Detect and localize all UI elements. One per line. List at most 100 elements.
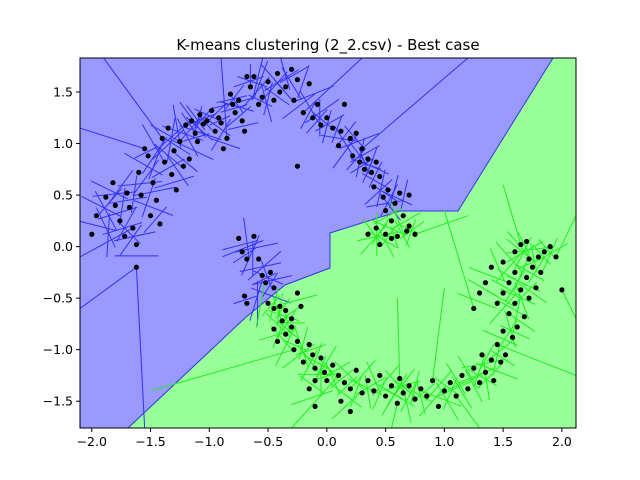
cell-edge — [491, 279, 521, 297]
data-point — [232, 110, 238, 116]
cell-edge — [504, 310, 517, 348]
data-point — [518, 241, 524, 248]
data-point — [312, 403, 318, 409]
data-point — [271, 285, 277, 291]
data-point — [183, 122, 189, 128]
cell-edge — [233, 295, 259, 305]
cell-edge — [506, 311, 536, 332]
data-point — [227, 91, 234, 97]
data-point — [533, 285, 539, 291]
data-point — [385, 187, 391, 193]
data-point — [435, 403, 442, 409]
data-point — [310, 352, 316, 358]
data-point — [406, 223, 412, 229]
data-point — [294, 77, 301, 83]
cell-edge — [410, 370, 420, 404]
data-point — [122, 233, 128, 239]
cell-edge — [334, 361, 367, 392]
data-point — [130, 225, 136, 231]
data-point — [359, 390, 365, 396]
data-point — [136, 169, 142, 176]
data-point — [335, 143, 342, 149]
data-point — [494, 300, 500, 306]
cell-edge — [252, 275, 293, 286]
cell-edge — [222, 240, 264, 258]
data-point — [412, 231, 418, 237]
cell-edge — [306, 109, 328, 134]
y-tick-label: −1.5 — [43, 394, 73, 409]
cell-edge — [372, 377, 388, 410]
x-tick-label: −1.5 — [135, 434, 165, 449]
cell-edge — [500, 288, 536, 305]
data-point — [306, 81, 312, 87]
cell-edge — [331, 393, 360, 420]
cell-edge — [361, 58, 469, 150]
cell-edge — [350, 374, 363, 408]
cell-edge — [311, 343, 323, 370]
data-point — [200, 121, 207, 127]
cell-edge — [373, 206, 404, 225]
cell-edge — [276, 292, 284, 327]
data-point — [294, 163, 301, 169]
cell-edge — [302, 58, 363, 113]
data-point — [341, 101, 348, 107]
data-point — [382, 207, 389, 214]
cell-edge — [275, 325, 296, 366]
data-point — [526, 256, 532, 262]
data-point — [359, 146, 365, 152]
data-point — [453, 393, 459, 399]
data-point — [220, 146, 226, 152]
cell-edge — [124, 152, 163, 176]
cell-edge — [489, 248, 505, 281]
data-point — [283, 84, 289, 90]
cell-edge — [291, 390, 334, 406]
data-point — [271, 326, 277, 332]
data-point — [524, 274, 530, 281]
cell-edge — [362, 218, 382, 244]
cell-edge — [555, 215, 576, 258]
cell-edge — [154, 175, 194, 189]
cell-edge — [251, 272, 277, 286]
cell-edge — [512, 295, 522, 335]
cell-edge — [443, 210, 475, 309]
x-axis: −2.0 −1.5 −1.0 −0.5 0.0 0.5 1.0 1.5 2.0 — [77, 428, 572, 449]
cell-edge — [477, 364, 502, 389]
x-tick-label: 2.0 — [552, 434, 572, 449]
data-point — [171, 148, 177, 154]
cell-edge — [210, 137, 241, 150]
cell-edge — [134, 146, 159, 159]
cell-edge — [300, 101, 316, 130]
cell-edge — [282, 339, 309, 352]
cell-edge — [457, 367, 496, 384]
data-point — [318, 355, 324, 361]
data-point — [324, 115, 330, 121]
data-point — [267, 269, 274, 275]
data-point — [204, 118, 210, 124]
data-point — [388, 218, 395, 224]
data-point — [365, 156, 371, 162]
data-point — [524, 238, 530, 245]
data-point — [488, 264, 494, 270]
data-point — [173, 187, 179, 193]
cell-edge — [512, 282, 537, 307]
data-point — [500, 328, 506, 334]
cell-edge — [179, 125, 222, 141]
data-point — [263, 280, 269, 286]
cell-edge — [389, 201, 405, 235]
data-point — [162, 159, 168, 165]
cell-edge — [518, 282, 548, 304]
cell-edge — [222, 239, 259, 251]
data-point — [471, 365, 477, 371]
data-point — [535, 254, 541, 260]
cell-edge — [228, 122, 259, 130]
data-point — [512, 269, 518, 275]
y-tick-label: 1.5 — [53, 85, 73, 100]
cell-edge — [396, 298, 401, 379]
cell-edge — [478, 343, 495, 372]
data-point — [406, 383, 412, 389]
data-point — [112, 202, 118, 208]
cell-edge — [400, 379, 418, 413]
data-point — [350, 153, 356, 159]
cell-edge — [506, 238, 530, 258]
data-point — [471, 305, 477, 312]
